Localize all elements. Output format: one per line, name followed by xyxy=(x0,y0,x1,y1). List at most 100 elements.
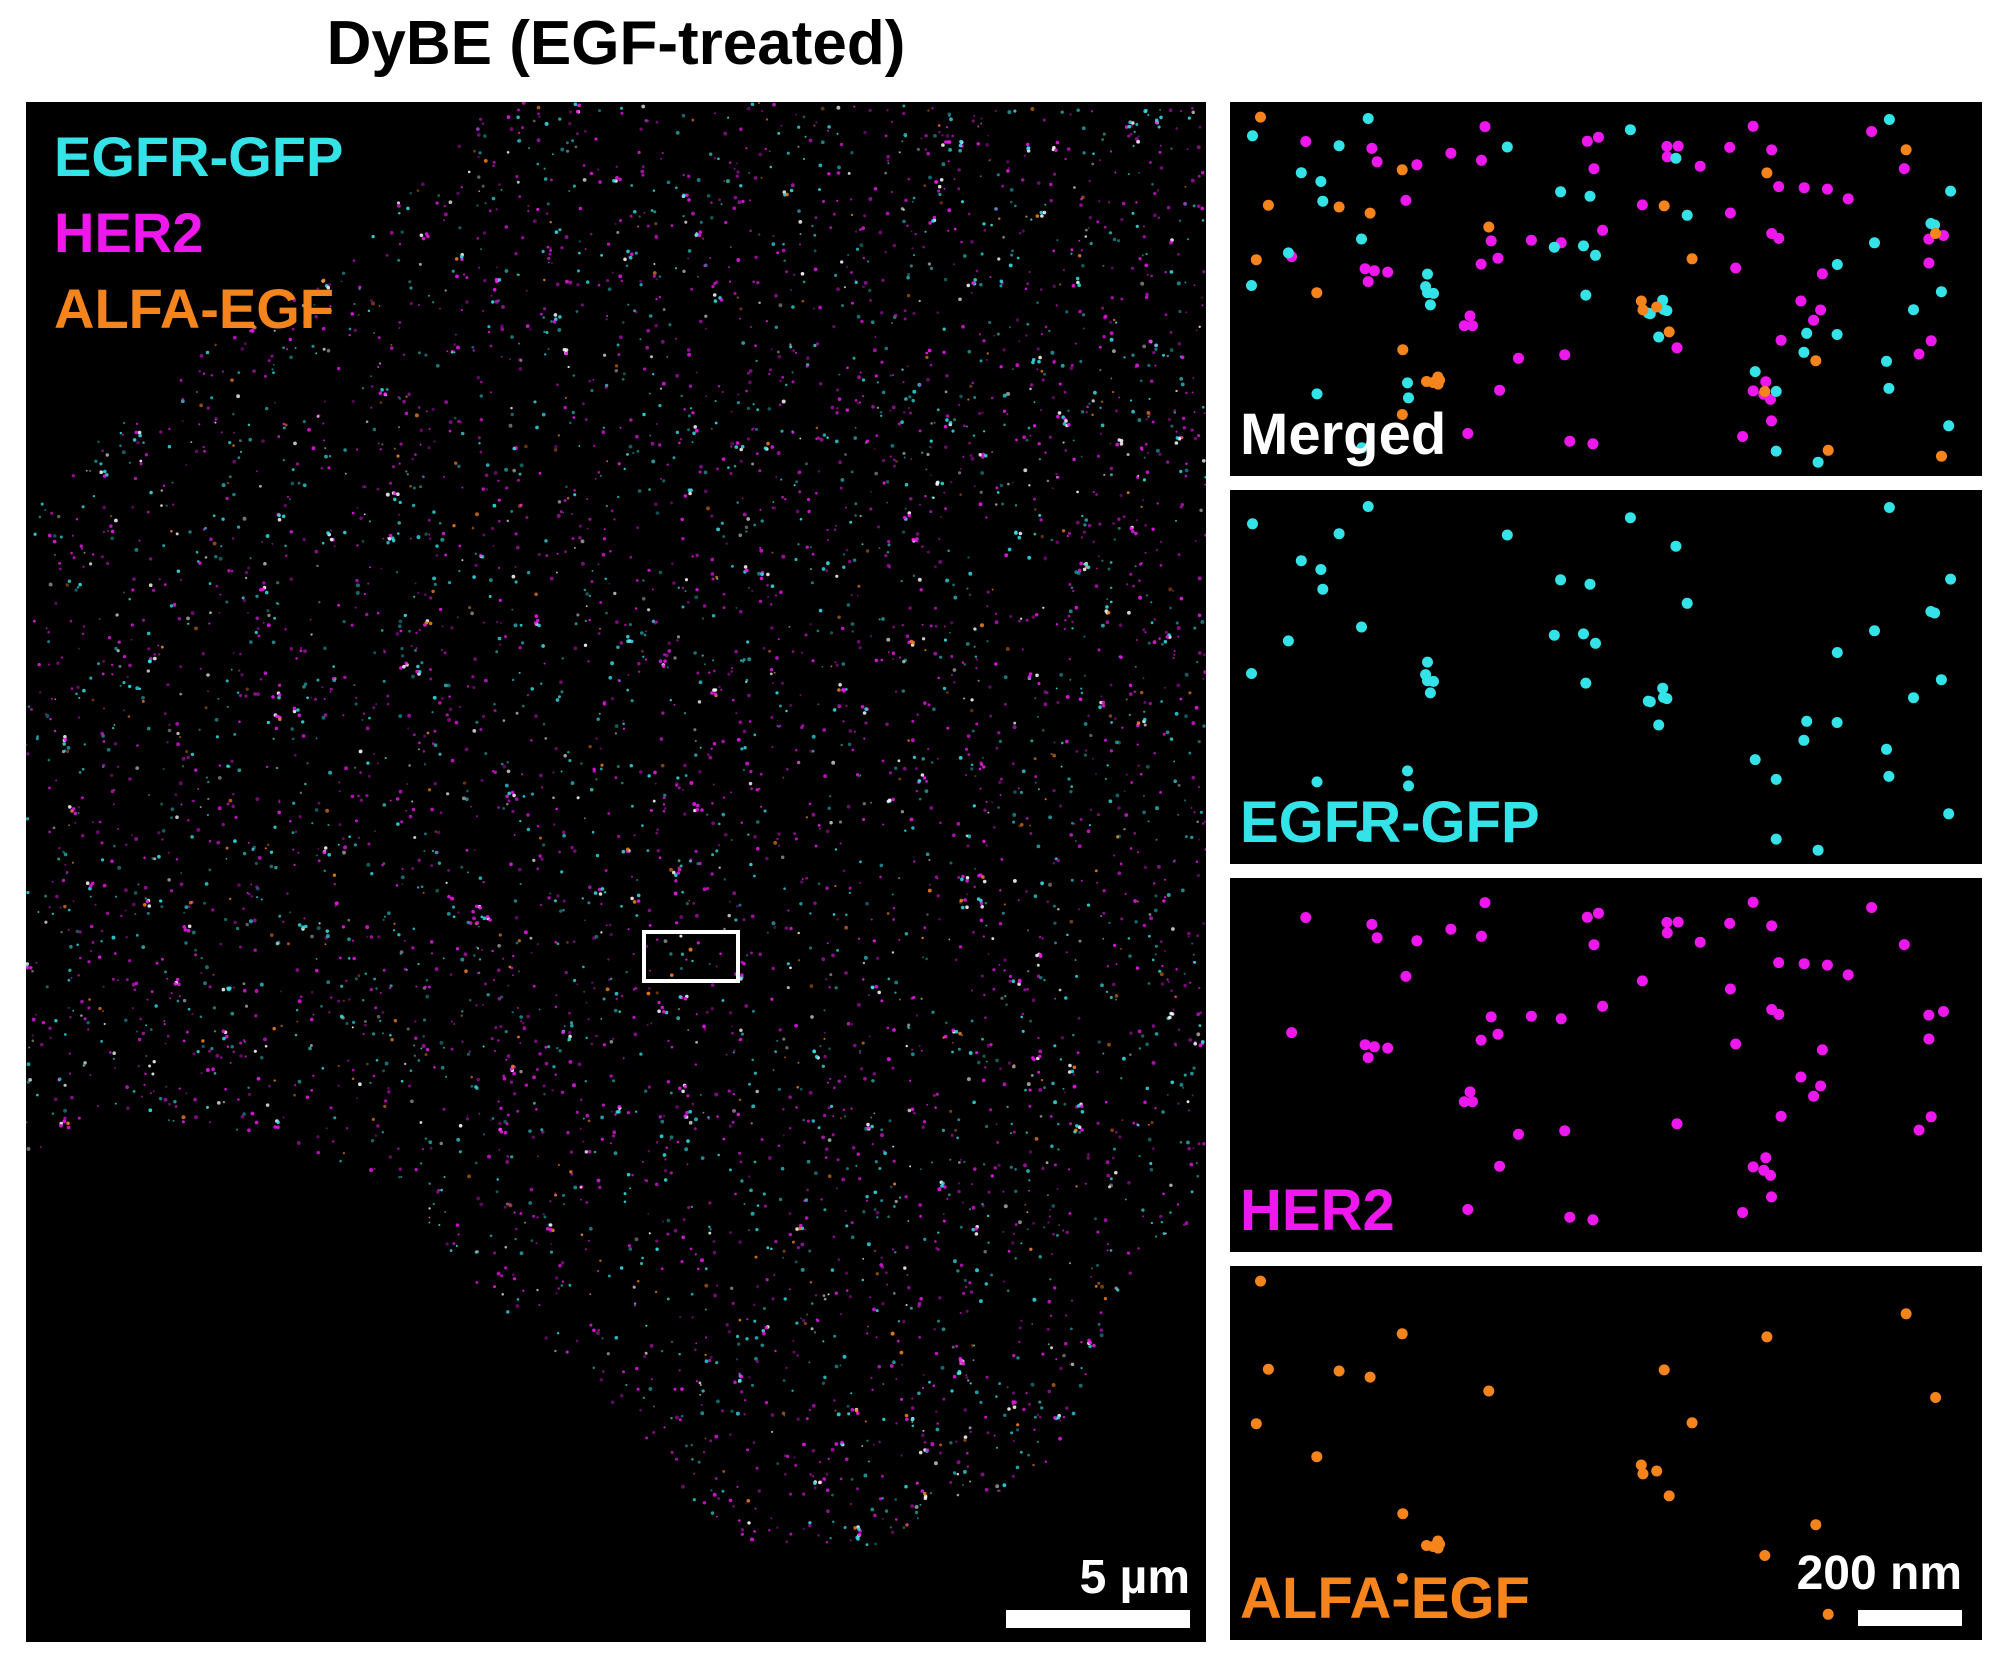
localization-dot xyxy=(1050,350,1055,355)
localization-dot xyxy=(672,581,676,585)
localization-dot xyxy=(809,749,813,753)
localization-dot xyxy=(1197,576,1202,581)
localization-dot xyxy=(683,408,686,411)
localization-dot xyxy=(1044,451,1047,454)
localization-dot xyxy=(592,1328,596,1333)
localization-dot xyxy=(1047,1343,1050,1346)
localization-dot xyxy=(1006,1105,1009,1109)
localization-dot xyxy=(165,504,168,507)
localization-dot xyxy=(127,684,132,689)
localization-dot xyxy=(557,1163,561,1167)
localization-dot xyxy=(1139,772,1143,776)
localization-dot xyxy=(263,562,267,566)
localization-dot xyxy=(1006,391,1011,396)
localization-dot xyxy=(384,757,387,760)
localization-dot xyxy=(777,1144,781,1148)
localization-dot xyxy=(875,1309,879,1313)
localization-dot xyxy=(583,129,587,133)
localization-dot xyxy=(214,554,218,559)
localization-dot xyxy=(605,278,610,283)
localization-dot xyxy=(233,431,236,434)
localization-dot xyxy=(985,142,990,147)
localization-dot xyxy=(622,1057,625,1060)
localization-dot xyxy=(1183,202,1187,206)
localization-dot xyxy=(454,461,458,465)
localization-dot xyxy=(1022,1407,1026,1412)
localization-dot xyxy=(34,1013,37,1016)
localization-dot xyxy=(859,1067,864,1071)
localization-dot xyxy=(1083,635,1086,638)
localization-dot xyxy=(868,994,870,996)
localization-dot xyxy=(746,406,751,411)
localization-dot xyxy=(500,355,503,358)
localization-dot xyxy=(1087,523,1092,528)
localization-dot xyxy=(481,487,485,491)
localization-dot xyxy=(1059,804,1062,808)
localization-dot xyxy=(141,945,146,949)
localization-dot xyxy=(1034,697,1037,699)
localization-dot xyxy=(113,742,118,746)
localization-dot xyxy=(1056,700,1060,704)
localization-dot xyxy=(727,466,730,469)
localization-dot xyxy=(235,926,240,931)
localization-dot xyxy=(424,1053,428,1056)
localization-dot xyxy=(1114,740,1119,745)
localization-dot xyxy=(810,1327,814,1331)
localization-dot xyxy=(185,464,188,466)
localization-dot xyxy=(912,574,916,577)
localization-dot xyxy=(984,1124,989,1129)
localization-dot xyxy=(739,307,743,311)
localization-dot xyxy=(478,876,483,880)
localization-dot xyxy=(272,1026,276,1031)
localization-dot xyxy=(634,607,638,610)
localization-dot xyxy=(220,431,223,434)
localization-dot xyxy=(685,958,688,961)
localization-dot xyxy=(121,433,124,436)
localization-dot xyxy=(465,300,469,304)
localization-dot xyxy=(1148,701,1152,706)
localization-dot xyxy=(1109,466,1114,471)
localization-dot xyxy=(203,981,207,986)
localization-dot xyxy=(1027,929,1030,932)
localization-dot xyxy=(978,1299,983,1304)
localization-dot xyxy=(1012,725,1017,730)
localization-dot xyxy=(834,884,837,888)
localization-dot xyxy=(862,1210,866,1214)
localization-dot xyxy=(906,293,911,298)
localization-dot xyxy=(613,1151,618,1156)
localization-dot xyxy=(875,956,880,961)
localization-dot xyxy=(1102,911,1106,915)
localization-dot xyxy=(192,1052,196,1056)
localization-dot xyxy=(927,703,931,707)
localization-dot xyxy=(179,692,183,696)
localization-dot xyxy=(1106,598,1109,601)
localization-dot xyxy=(850,1220,854,1225)
localization-dot xyxy=(813,1171,818,1176)
localization-dot xyxy=(1201,822,1205,825)
localization-dot xyxy=(1183,983,1187,988)
localization-dot xyxy=(642,655,645,658)
localization-dot xyxy=(569,1150,574,1154)
localization-dot xyxy=(492,160,496,164)
localization-dot xyxy=(727,1329,732,1334)
localization-dot xyxy=(1195,660,1199,664)
localization-dot xyxy=(310,934,314,939)
localization-dot xyxy=(1081,264,1085,268)
localization-dot xyxy=(991,450,994,454)
localization-dot xyxy=(812,307,816,310)
localization-dot xyxy=(622,727,626,731)
localization-dot xyxy=(614,776,618,780)
localization-dot xyxy=(1011,1391,1016,1395)
localization-dot xyxy=(1052,862,1056,865)
localization-dot xyxy=(849,1539,852,1542)
localization-dot xyxy=(874,1160,878,1164)
localization-dot xyxy=(253,1049,257,1053)
localization-dot xyxy=(368,520,372,523)
localization-dot xyxy=(788,1212,792,1216)
localization-dot xyxy=(78,696,81,699)
localization-dot xyxy=(987,811,990,814)
localization-dot xyxy=(885,722,889,727)
localization-dot xyxy=(669,1138,672,1141)
localization-dot xyxy=(611,1110,614,1113)
localization-dot xyxy=(667,1039,670,1043)
